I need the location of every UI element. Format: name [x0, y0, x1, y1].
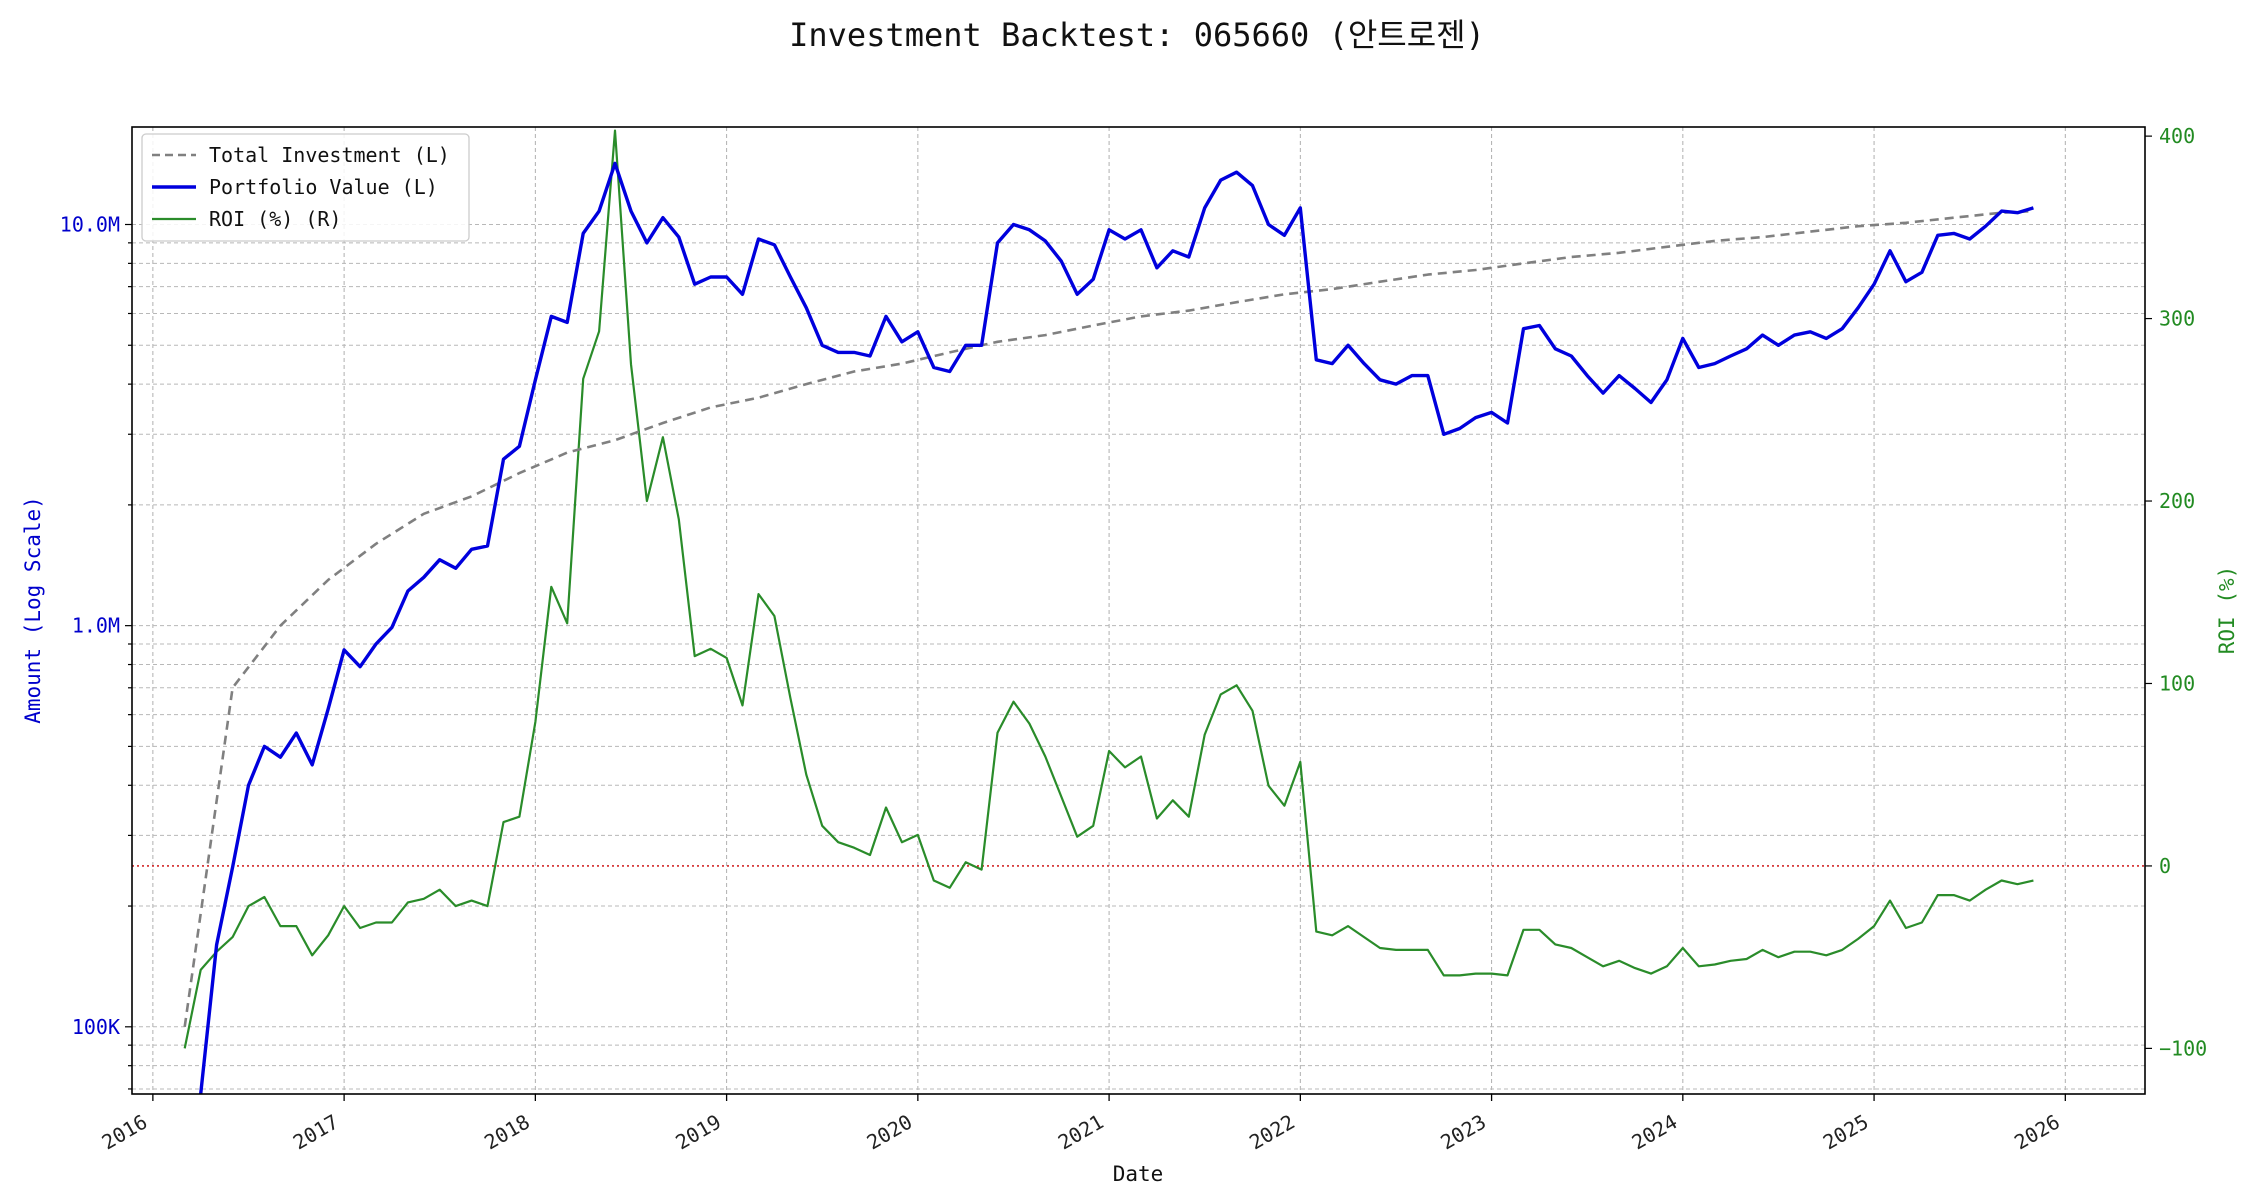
roi-line: [183, 129, 2034, 1049]
right-tick-label: 300: [2159, 307, 2195, 331]
series-lines: [183, 129, 2034, 1095]
legend-roi-label: ROI (%) (R): [209, 207, 341, 231]
right-tick-label: −100: [2159, 1036, 2207, 1060]
portfolio-value-line: [199, 161, 2034, 1095]
right-tick-label: 200: [2159, 489, 2195, 513]
right-tick-label: 400: [2159, 124, 2195, 148]
chart-title: Investment Backtest: 065660 (안트로젠): [789, 16, 1485, 54]
left-axis: 100K 1.0M 10.0M: [60, 212, 132, 1090]
x-axis-label: Date: [1113, 1162, 1164, 1186]
right-tick-label: 0: [2159, 854, 2171, 878]
right-axis-label: ROI (%): [2215, 566, 2239, 655]
legend-box: [141, 133, 470, 242]
right-axis: −100 0 100 200 300 400: [2145, 124, 2207, 1060]
legend-total-investment-label: Total Investment (L): [209, 143, 450, 167]
grid: [132, 127, 2145, 1094]
left-tick-label: 100K: [72, 1015, 120, 1039]
legend: Total Investment (L) Portfolio Value (L) R…: [141, 133, 470, 242]
left-tick-label: 10.0M: [60, 212, 120, 236]
legend-portfolio-value-label: Portfolio Value (L): [209, 175, 438, 199]
left-axis-label: Amount (Log Scale): [21, 496, 45, 724]
right-tick-label: 100: [2159, 671, 2195, 695]
total-investment-line: [183, 209, 2034, 1027]
left-tick-label: 1.0M: [72, 614, 120, 638]
plot-frame: [131, 126, 2146, 1095]
